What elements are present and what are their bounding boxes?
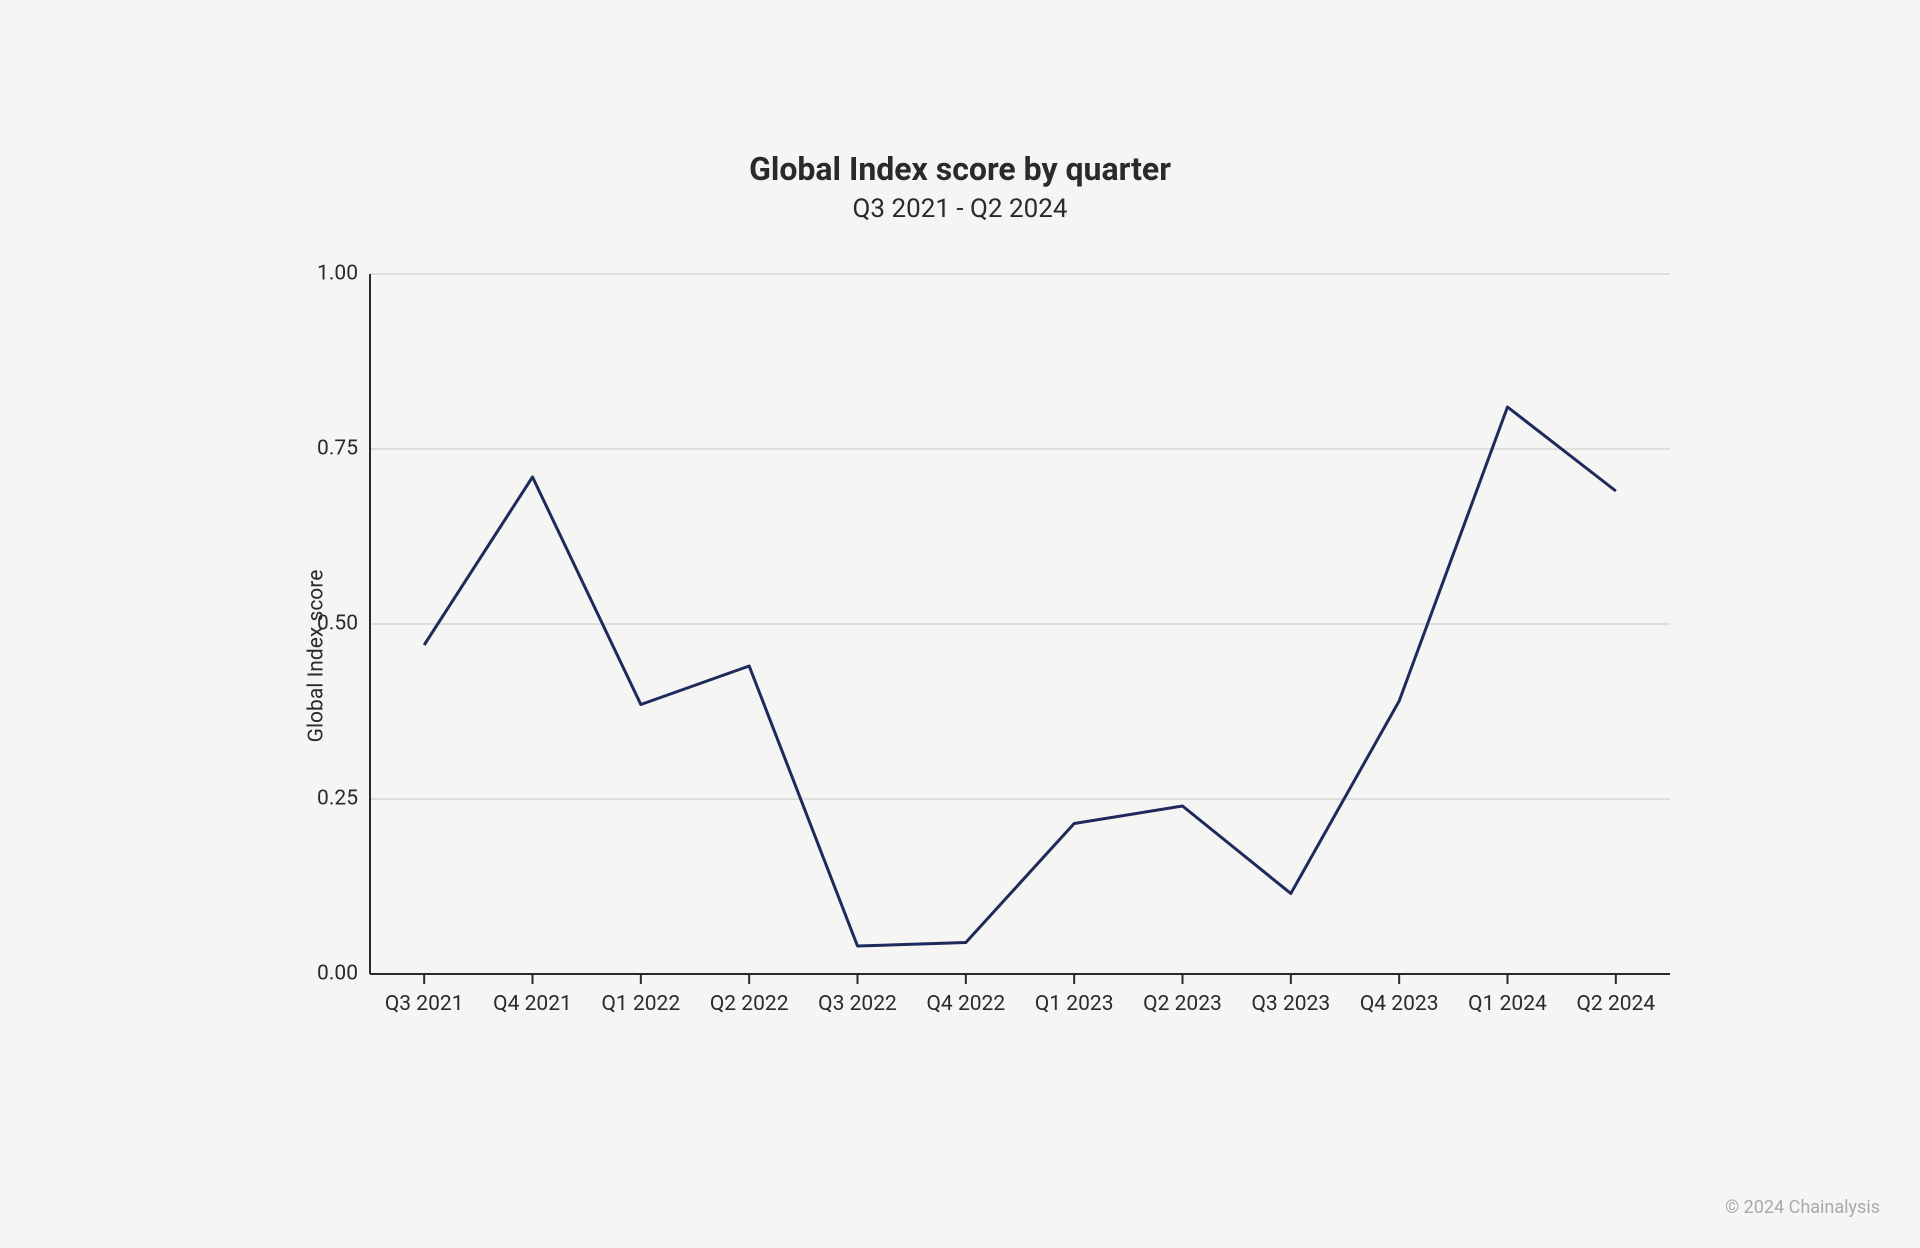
x-tick-label: Q2 2023 <box>1143 992 1222 1016</box>
copyright-footer: © 2024 Chainalysis <box>1725 1197 1880 1218</box>
line-chart-svg: 0.000.250.500.751.00Q3 2021Q4 2021Q1 202… <box>290 264 1690 1044</box>
x-tick-label: Q1 2024 <box>1468 992 1547 1016</box>
x-tick-label: Q4 2023 <box>1360 992 1439 1016</box>
y-tick-label: 0.00 <box>317 962 358 986</box>
x-tick-label: Q3 2022 <box>818 992 897 1016</box>
chart-subtitle: Q3 2021 - Q2 2024 <box>210 194 1710 224</box>
y-axis-label: Global Index score <box>304 570 328 743</box>
x-tick-label: Q3 2023 <box>1251 992 1330 1016</box>
title-block: Global Index score by quarter Q3 2021 - … <box>210 150 1710 224</box>
x-tick-label: Q3 2021 <box>385 992 464 1016</box>
chart-title: Global Index score by quarter <box>210 150 1710 188</box>
y-tick-label: 0.75 <box>317 437 358 461</box>
y-tick-label: 0.25 <box>317 787 358 811</box>
x-tick-label: Q1 2023 <box>1035 992 1114 1016</box>
x-tick-label: Q2 2022 <box>710 992 789 1016</box>
plot-wrap: Global Index score 0.000.250.500.751.00Q… <box>290 264 1710 1048</box>
y-tick-label: 1.00 <box>317 264 358 286</box>
x-tick-label: Q4 2022 <box>926 992 1005 1016</box>
x-tick-label: Q2 2024 <box>1576 992 1655 1016</box>
x-tick-label: Q1 2022 <box>601 992 680 1016</box>
x-tick-label: Q4 2021 <box>493 992 572 1016</box>
chart-container: Global Index score by quarter Q3 2021 - … <box>210 150 1710 1048</box>
data-line <box>424 407 1616 946</box>
